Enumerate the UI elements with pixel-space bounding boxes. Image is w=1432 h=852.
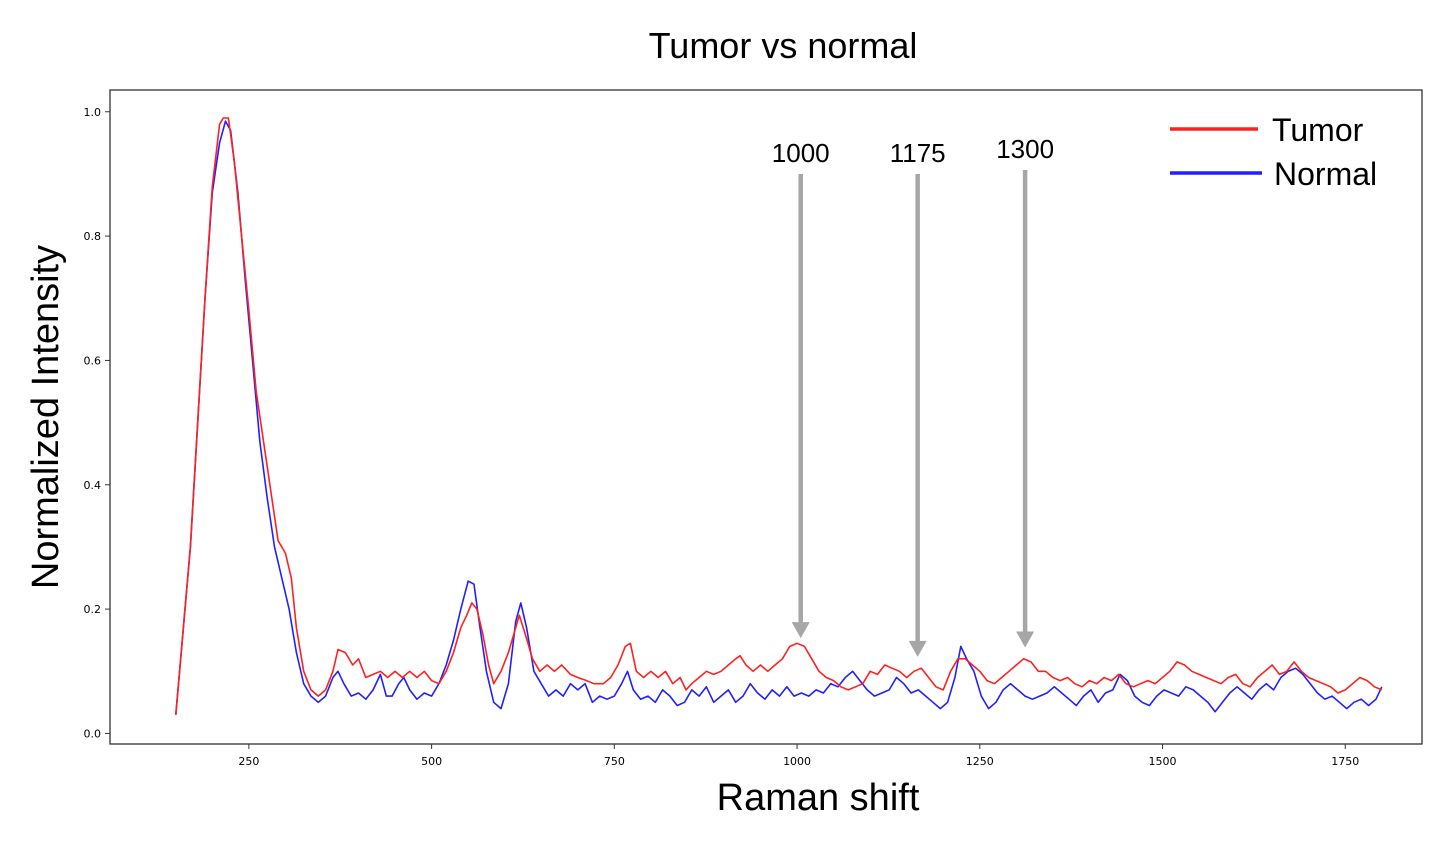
x-tick-label: 1250: [966, 755, 994, 768]
annotation-arrow-head: [791, 622, 810, 639]
y-tick-label: 1.0: [84, 106, 102, 119]
legend: Tumor Normal: [1170, 112, 1377, 192]
annotation-label: 1300: [996, 134, 1054, 164]
x-axis-ticks: 250 500 750 1000 1250 1500 1750: [238, 744, 1359, 768]
x-tick-label: 1000: [783, 755, 811, 768]
x-tick-label: 500: [421, 755, 442, 768]
y-tick-label: 0.4: [84, 479, 102, 492]
annotation-1000: 1000: [772, 138, 830, 639]
legend-label-tumor: Tumor: [1272, 112, 1364, 148]
series-lines: [175, 117, 1383, 715]
y-tick-label: 0.6: [84, 354, 102, 367]
y-tick-label: 0.8: [84, 230, 102, 243]
annotation-label: 1175: [890, 138, 946, 168]
series-line-normal: [175, 120, 1383, 715]
x-tick-label: 1500: [1149, 755, 1177, 768]
y-axis-ticks: 0.0 0.2 0.4 0.6 0.8 1.0: [84, 106, 110, 740]
y-axis-label: Normalized Intensity: [25, 245, 67, 589]
x-tick-label: 250: [238, 755, 259, 768]
annotation-arrow-head: [1016, 631, 1035, 648]
y-tick-label: 0.0: [84, 727, 102, 740]
annotation-arrows: 1000 1175 1300: [772, 134, 1054, 657]
x-tick-label: 1750: [1331, 755, 1359, 768]
series-line-tumor: [175, 117, 1383, 715]
x-tick-label: 750: [604, 755, 625, 768]
plot-area: [109, 89, 1423, 745]
y-tick-label: 0.2: [84, 603, 102, 616]
annotation-1175: 1175: [890, 138, 946, 657]
chart-title: Tumor vs normal: [649, 25, 918, 66]
annotation-label: 1000: [772, 138, 830, 168]
annotation-arrow-head: [908, 640, 927, 657]
annotation-1300: 1300: [996, 134, 1054, 648]
legend-label-normal: Normal: [1274, 156, 1377, 192]
x-axis-label: Raman shift: [717, 777, 920, 819]
